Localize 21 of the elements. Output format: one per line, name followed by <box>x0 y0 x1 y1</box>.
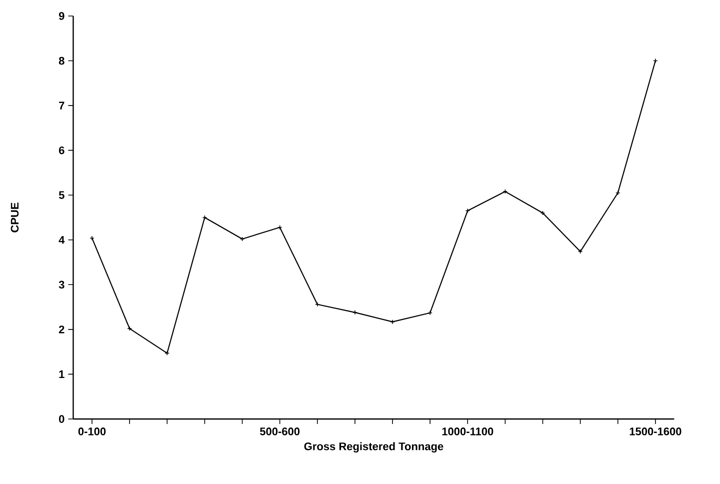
x-tick-label: 500-600 <box>260 428 300 436</box>
y-tick-label: 3 <box>58 280 64 289</box>
x-tick-label: 0-100 <box>78 428 106 436</box>
x-axis-title: Gross Registered Tonnage <box>304 442 444 452</box>
y-tick-label: 9 <box>58 12 64 20</box>
x-tick-label: 1500-1600 <box>630 428 682 436</box>
point <box>352 310 358 315</box>
y-tick-label: 8 <box>58 56 64 65</box>
y-tick-label: 1 <box>59 370 64 378</box>
y-tick-label: 5 <box>58 191 64 199</box>
y-tick-label: 2 <box>58 326 64 334</box>
y-tick-label: 4 <box>58 236 65 244</box>
x-tick-label: 1000-1100 <box>442 428 494 436</box>
point <box>314 302 320 307</box>
y-tick-label: 0 <box>59 415 64 423</box>
point <box>127 326 132 331</box>
y-tick-label: 6 <box>58 146 64 154</box>
y-tick-label: 7 <box>59 102 64 110</box>
point <box>428 310 432 316</box>
y-axis-title: CPUE <box>10 202 19 232</box>
point <box>615 190 620 196</box>
